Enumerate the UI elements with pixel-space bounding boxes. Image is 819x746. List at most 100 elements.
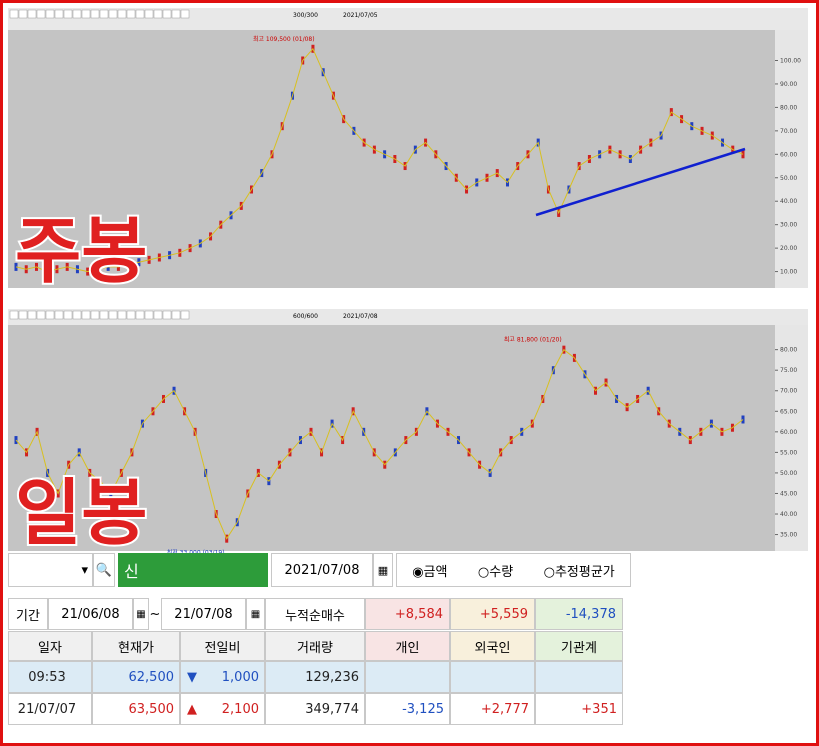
from[interactable]: 21/06/08 (48, 598, 133, 630)
tool-button (63, 9, 73, 19)
price-line (15, 47, 744, 273)
y-tick-label: 75.00 (780, 367, 797, 374)
date[interactable]: 2021/07/08 (271, 553, 373, 587)
y-tick-label: 45.00 (780, 490, 797, 497)
cell (180, 693, 265, 725)
radio-option[interactable]: ◉금액 (412, 564, 448, 580)
date: 09:53 (28, 669, 66, 685)
tool-button (45, 310, 55, 320)
big-label: 주봉 (15, 209, 147, 293)
metric: 누적순매수 (265, 598, 365, 630)
cell (92, 661, 180, 693)
tool-button (90, 9, 100, 19)
change: 1,000 (221, 669, 259, 685)
tool-button (90, 310, 100, 320)
charts: 300/300 2021/07/05 10.00 20.00 30.00 40.00 50.… (8, 8, 808, 553)
tool-button (81, 9, 91, 19)
y-tick-label: 50.00 (780, 175, 797, 182)
header: 전일비 (180, 631, 265, 661)
cell (8, 693, 92, 725)
cell (450, 693, 535, 725)
tool-button (180, 9, 190, 19)
note: 최고 109,500 (01/08) (253, 35, 315, 43)
cell (535, 693, 623, 725)
calendar[interactable]: ▦ (246, 598, 265, 630)
tool-button (27, 9, 37, 19)
cell (265, 661, 365, 693)
trend-line (535, 147, 746, 217)
radio-option[interactable]: ○수량 (477, 564, 514, 580)
toolbar-text: 300/300 (293, 12, 318, 19)
toolbar (8, 8, 808, 30)
cell (265, 693, 365, 725)
toolbar (8, 309, 808, 325)
tool-button (117, 9, 127, 19)
y-tick-label: 70.00 (780, 388, 797, 395)
big-label: 일봉 (15, 471, 147, 553)
header: 거래량 (265, 631, 365, 661)
tool-button (72, 9, 82, 19)
header: 일자 (8, 631, 92, 661)
tool-button (117, 310, 127, 320)
tool-button (171, 9, 181, 19)
inst: +351 (581, 701, 617, 717)
axis-area (775, 30, 808, 288)
y-tick-label: 10.00 (780, 269, 797, 276)
cell (365, 693, 450, 725)
y-tick-label: 100.00 (780, 57, 801, 64)
tool-button (153, 9, 163, 19)
radio-option[interactable]: ○추정평균가 (543, 564, 615, 580)
y-tick-label: 90.00 (780, 81, 797, 88)
tool-button (162, 310, 172, 320)
tool-button (135, 9, 145, 19)
y-tick-label: 60.00 (780, 151, 797, 158)
tool-button (108, 9, 118, 19)
tool-button (9, 310, 19, 320)
tool-button (99, 9, 109, 19)
cell (92, 693, 180, 725)
dir: ▲ (187, 701, 197, 717)
indiv: -3,125 (402, 701, 444, 717)
period-label: 기간 (8, 598, 48, 630)
y-tick-label: 80.00 (780, 347, 797, 354)
cell (450, 661, 535, 693)
y-tick-label: 60.00 (780, 429, 797, 436)
tool-button (108, 310, 118, 320)
plot-area (8, 30, 775, 288)
tool-button (36, 310, 46, 320)
search[interactable]: 🔍 (93, 553, 115, 587)
note: 최저 33,000 (03/19) (167, 549, 225, 553)
y-tick-label: 65.00 (780, 408, 797, 415)
tool-button (144, 9, 154, 19)
calendar[interactable]: ▦ (133, 598, 149, 630)
y-tick-label: 40.00 (780, 198, 797, 205)
y-tick-label: 50.00 (780, 470, 797, 477)
price-line (15, 348, 744, 540)
combo[interactable]: ▾ (8, 553, 93, 587)
header: 기관계 (535, 631, 623, 661)
calendar[interactable]: ▦ (373, 553, 393, 587)
y-tick-label: 35.00 (780, 532, 797, 539)
shin[interactable]: 신 (118, 553, 268, 587)
tool-button (9, 9, 19, 19)
net-value: +5,559 (450, 598, 535, 630)
volume: 349,774 (305, 701, 359, 717)
tool-button (153, 310, 163, 320)
tool-button (54, 9, 64, 19)
y-tick-label: 70.00 (780, 128, 797, 135)
cell (535, 661, 623, 693)
to[interactable]: 21/07/08 (161, 598, 246, 630)
cell (365, 661, 450, 693)
change: 2,100 (221, 701, 259, 717)
header: 현재가 (92, 631, 180, 661)
plot-area (8, 325, 775, 551)
y-tick-label: 20.00 (780, 245, 797, 252)
tool-button (45, 9, 55, 19)
tool-button (126, 9, 136, 19)
toolbar-text: 2021/07/05 (343, 12, 378, 19)
tool-button (72, 310, 82, 320)
tool-button (126, 310, 136, 320)
toolbar-text: 2021/07/08 (343, 313, 378, 320)
y-tick-label: 40.00 (780, 511, 797, 518)
tool-button (36, 9, 46, 19)
